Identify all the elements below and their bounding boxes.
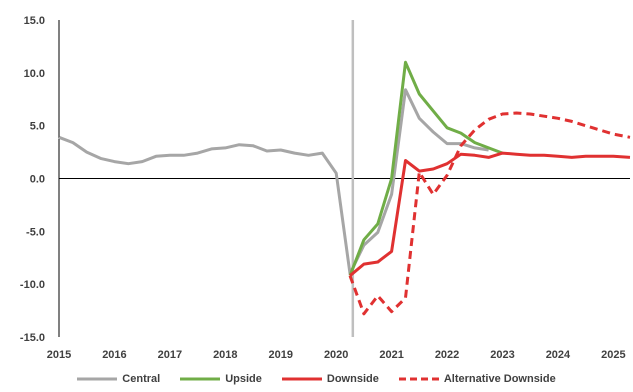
legend-label: Central [122, 373, 161, 385]
legend-label: Upside [225, 373, 262, 385]
x-tick-label: 2023 [490, 349, 514, 361]
y-tick-label: 5.0 [30, 121, 45, 133]
legend-label: Alternative Downside [443, 373, 556, 385]
x-tick-label: 2024 [546, 349, 571, 361]
y-tick-label: 0.0 [30, 174, 45, 186]
legend: Central Upside Downside Alternative Downsid… [0, 369, 633, 389]
x-tick-label: 2025 [601, 349, 625, 361]
legend-label: Downside [326, 373, 379, 385]
y-tick-label: 15.0 [24, 15, 45, 27]
y-tick-label: -10.0 [20, 279, 45, 291]
legend-item-central: Central [77, 373, 160, 385]
y-tick-label: -5.0 [26, 226, 45, 238]
x-tick-label: 2021 [379, 349, 403, 361]
x-tick-label: 2020 [324, 349, 348, 361]
legend-swatch [77, 377, 118, 381]
series-line-downside [349, 151, 631, 277]
line-chart: 15.0 10.0 5.0 0.0 -5.0 -10.0 -15.0 2015 2016 201… [20, 15, 631, 361]
legend-item-downside: Downside [281, 373, 379, 385]
legend-swatch [281, 377, 322, 381]
series-line-alternative-downside [348, 111, 631, 316]
legend-item-alternative-downside: Alternative Downside [398, 373, 556, 385]
x-tick-label: 2019 [269, 349, 293, 361]
series-line-central [58, 88, 489, 276]
x-tick-label: 2022 [435, 349, 459, 361]
x-tick-label: 2017 [158, 349, 182, 361]
legend-swatch [398, 377, 439, 381]
x-tick-label: 2018 [213, 349, 237, 361]
y-tick-label: -15.0 [20, 332, 45, 344]
y-tick-label: 10.0 [24, 68, 45, 80]
x-tick-label: 2015 [47, 349, 71, 361]
legend-swatch [180, 377, 221, 381]
legend-item-upside: Upside [180, 373, 262, 385]
x-tick-label: 2016 [102, 349, 126, 361]
series-line-upside [348, 60, 504, 277]
